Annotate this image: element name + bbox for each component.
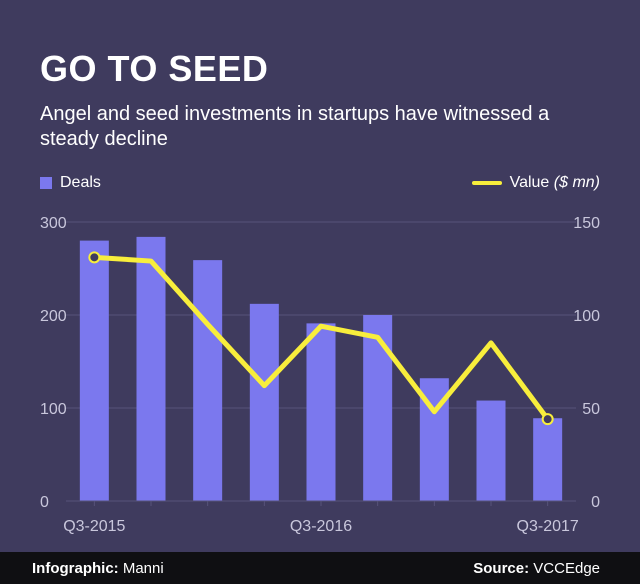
y-left-tick-label: 300: [40, 215, 67, 232]
deals-bar: [136, 236, 166, 501]
source-value: VCCEdge: [533, 559, 600, 577]
deals-bar: [476, 400, 506, 501]
deals-bar: [533, 418, 563, 501]
legend-value: Value ($ mn): [471, 174, 600, 192]
deals-bar: [79, 240, 109, 501]
x-tick-label: Q3-2015: [63, 518, 125, 535]
value-point-marker: [88, 251, 101, 264]
legend-value-label: Value: [509, 174, 550, 191]
credit-label: Infographic:: [32, 559, 119, 577]
y-left-tick-label: 0: [40, 494, 49, 511]
source: Source: VCCEdge: [473, 560, 600, 577]
y-left-tick-label: 100: [40, 401, 67, 418]
source-label: Source:: [473, 559, 530, 577]
deals-swatch-icon: [40, 177, 52, 189]
deals-bar: [363, 315, 393, 501]
legend-value-unit: ($ mn): [553, 174, 600, 191]
legend-deals: Deals: [40, 174, 101, 192]
y-right-tick-label: 100: [573, 308, 600, 325]
y-right-tick-label: 150: [573, 215, 600, 232]
x-tick-label: Q3-2016: [290, 518, 352, 535]
deals-bar: [249, 303, 279, 501]
value-line-icon: [471, 181, 502, 185]
deals-bar: [193, 260, 223, 501]
value-point-marker: [541, 413, 554, 426]
footer-bar: Infographic: Manni Source: VCCEdge: [0, 552, 640, 584]
y-right-tick-label: 50: [582, 401, 600, 418]
credit: Infographic: Manni: [32, 560, 164, 577]
y-right-tick-label: 0: [591, 494, 600, 511]
chart-title: GO TO SEED: [40, 48, 269, 89]
chart-subtitle: Angel and seed investments in startups h…: [40, 103, 550, 150]
x-tick-label: Q3-2017: [517, 518, 579, 535]
chart-plot: 0 100 200 300 0 50 100 150 Q3-2015 Q3-2016 Q3-2017: [40, 215, 600, 535]
y-left-tick-label: 200: [40, 308, 67, 325]
value-line: [91, 254, 551, 422]
legend-deals-label: Deals: [60, 174, 101, 191]
credit-value: Manni: [122, 559, 164, 577]
deals-bar: [306, 323, 336, 501]
